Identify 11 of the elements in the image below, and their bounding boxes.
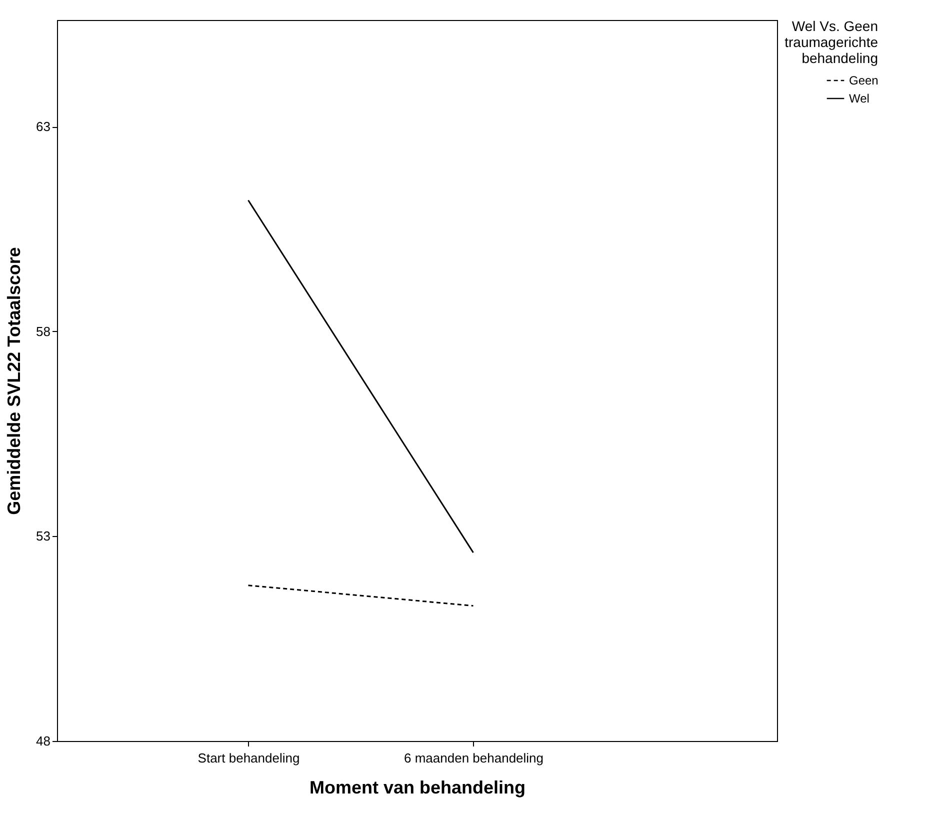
y-axis-title: Gemiddelde SVL22 Totaalscore — [4, 247, 24, 515]
y-tick-label: 53 — [36, 528, 50, 544]
y-tick-label: 48 — [36, 734, 50, 748]
legend-label: Geen — [849, 74, 878, 88]
legend-label: Wel — [849, 92, 870, 106]
y-tick-label: 58 — [36, 324, 50, 339]
x-tick-label: 6 maanden behandeling — [404, 750, 544, 766]
x-tick-label: Start behandeling — [198, 750, 300, 766]
y-tick-label: 63 — [36, 119, 50, 134]
legend-title: Wel Vs. Geen traumagerichte behandeling — [784, 18, 878, 66]
x-axis-title: Moment van behandeling — [309, 778, 526, 798]
